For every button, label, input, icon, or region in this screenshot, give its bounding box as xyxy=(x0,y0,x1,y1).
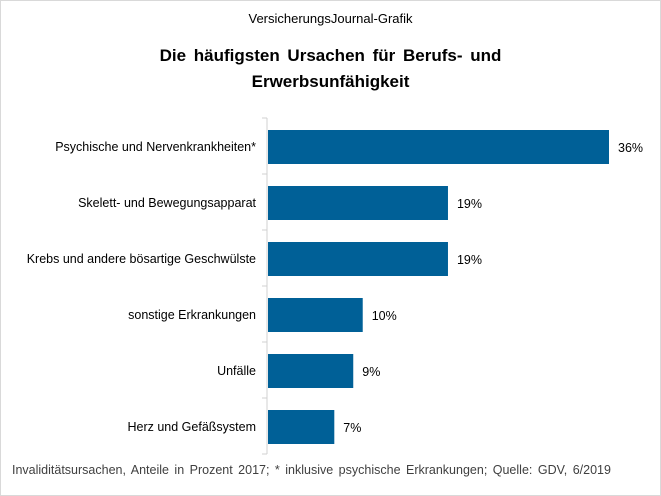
category-label: Krebs und andere bösartige Geschwülste xyxy=(27,252,256,266)
bar xyxy=(268,410,335,444)
data-label: 10% xyxy=(372,309,397,323)
footnote: Invaliditätsursachen, Anteile in Prozent… xyxy=(12,463,611,477)
category-label: sonstige Erkrankungen xyxy=(128,308,256,322)
category-label: Herz und Gefäßsystem xyxy=(127,420,256,434)
data-label: 7% xyxy=(343,421,361,435)
category-label: Psychische und Nervenkrankheiten* xyxy=(55,140,256,154)
title-line-2: Erwerbsunfähigkeit xyxy=(251,72,410,91)
bar xyxy=(268,130,609,164)
chart-title: Die häufigsten Ursachen für Berufs- und … xyxy=(1,43,660,95)
source-label: VersicherungsJournal-Grafik xyxy=(248,11,413,26)
data-label: 19% xyxy=(457,253,482,267)
bar xyxy=(268,186,448,220)
bar xyxy=(268,242,448,276)
category-label: Unfälle xyxy=(217,364,256,378)
data-label: 19% xyxy=(457,197,482,211)
category-label: Skelett- und Bewegungsapparat xyxy=(78,196,256,210)
bar xyxy=(268,354,354,388)
data-label: 36% xyxy=(618,141,643,155)
title-line-1: Die häufigsten Ursachen für Berufs- und xyxy=(159,46,502,65)
bar xyxy=(268,298,363,332)
data-label: 9% xyxy=(362,365,380,379)
